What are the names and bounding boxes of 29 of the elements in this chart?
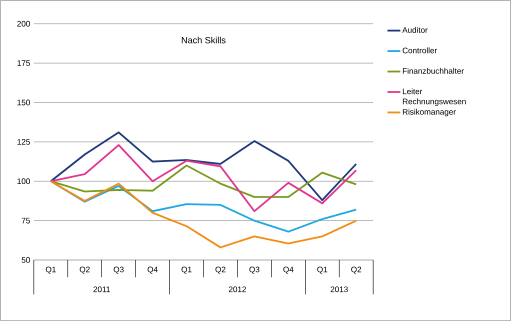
x-tick-label: Q4 bbox=[283, 266, 294, 274]
x-tick-label: Q3 bbox=[114, 266, 124, 274]
legend-label: Controller bbox=[402, 47, 437, 54]
y-tick-label: 175 bbox=[17, 60, 30, 66]
y-tick-label: 200 bbox=[17, 20, 30, 27]
x-tick-label: Q4 bbox=[148, 266, 158, 274]
text: 2012 bbox=[228, 286, 246, 292]
x-tick-label: Q2 bbox=[80, 266, 90, 274]
y-tick-label: 125 bbox=[17, 138, 30, 145]
text: Nach Skills bbox=[182, 36, 226, 44]
x-tick-label: Q1 bbox=[182, 266, 192, 274]
y-tick-label: 75 bbox=[22, 218, 30, 224]
x-tick-label: Q1 bbox=[317, 266, 328, 274]
legend-label: Leiter Rechnungswesen bbox=[402, 88, 466, 106]
y-tick-label: 50 bbox=[22, 257, 30, 263]
legend-label: Risikomanager bbox=[402, 108, 456, 116]
legend-label: Auditor bbox=[402, 26, 428, 33]
text: 2011 bbox=[93, 286, 110, 292]
line-series bbox=[50, 180, 358, 248]
y-tick-label: 100 bbox=[17, 178, 30, 184]
x-tick-label: Q1 bbox=[46, 266, 56, 274]
y-tick-label: 150 bbox=[17, 100, 30, 106]
line-series bbox=[50, 131, 358, 202]
x-tick-label: Q2 bbox=[351, 266, 362, 274]
x-tick-label: Q2 bbox=[215, 266, 226, 274]
x-tick-label: Q3 bbox=[249, 266, 260, 274]
text: 2013 bbox=[330, 286, 348, 292]
legend-label: Finanzbuchhalter bbox=[402, 68, 464, 74]
line-series bbox=[50, 144, 358, 212]
